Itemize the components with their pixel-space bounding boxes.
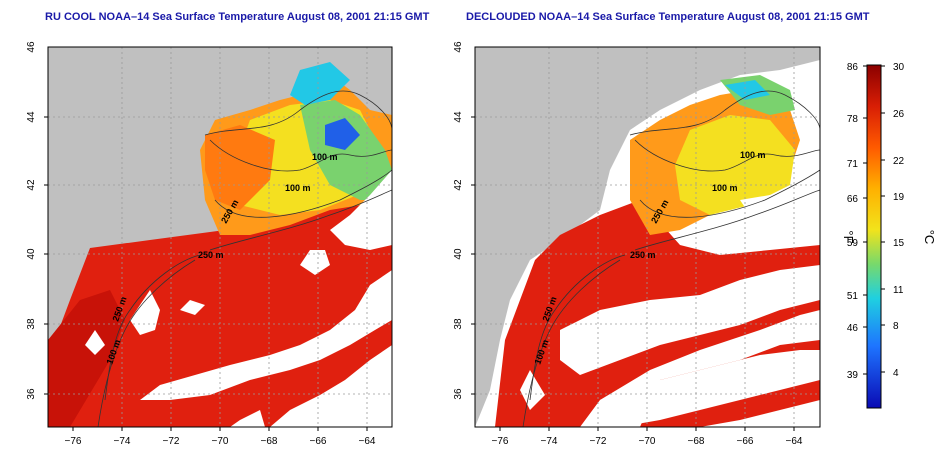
contour-label-100m-b: 100 m (712, 183, 738, 193)
f-tick: 71 (847, 159, 859, 170)
f-tick: 39 (847, 370, 859, 381)
c-tick: 4 (893, 368, 899, 379)
cloud-cover (520, 185, 820, 427)
f-tick: 78 (847, 114, 859, 125)
f-tick: 86 (847, 62, 859, 73)
orange-patch (205, 125, 275, 210)
colorbar-tick-marks (863, 65, 885, 375)
georges-bank-water (675, 115, 795, 215)
cool-water (300, 100, 392, 200)
f-tick: 51 (847, 291, 859, 302)
c-tick: 8 (893, 321, 899, 332)
cold-water (725, 80, 770, 100)
right-lon-axis: −76 −74 −72 −70 −68 −66 −64 (492, 436, 803, 447)
colorbar-celsius-ticks: 30 26 22 19 15 11 8 4 (893, 62, 905, 379)
lon-tick: −76 (492, 436, 509, 447)
right-map-title: DECLOUDED NOAA–14 Sea Surface Temperatur… (466, 11, 870, 23)
left-graticule (48, 47, 392, 427)
contour-label-100m-b: 100 m (285, 183, 311, 193)
temperature-colorbar: 86 78 71 66 59 51 46 39 30 26 22 19 15 1… (841, 62, 937, 409)
left-lon-axis: −76 −74 −72 −70 −68 −66 −64 (65, 436, 376, 447)
f-tick: 59 (847, 238, 859, 249)
contour-label-250m-b: 250 m (198, 250, 224, 260)
c-tick: 22 (893, 156, 905, 167)
lat-tick: 44 (26, 111, 37, 123)
contour-label-100m-a: 100 m (740, 150, 766, 160)
left-tick-marks (44, 116, 368, 431)
land-area (475, 47, 820, 427)
right-graticule (475, 47, 820, 427)
left-map-image (48, 47, 392, 427)
shelf-water (48, 290, 125, 427)
lon-tick: −68 (688, 436, 705, 447)
c-tick: 15 (893, 238, 905, 249)
fahrenheit-unit-label: °F (841, 230, 856, 243)
lat-tick: 36 (453, 388, 464, 400)
contour-label-250m-b: 250 m (630, 250, 656, 260)
lon-tick: −70 (212, 436, 229, 447)
lon-tick: −66 (310, 436, 327, 447)
lon-tick: −76 (65, 436, 82, 447)
c-tick: 11 (893, 285, 904, 296)
lon-tick: −66 (737, 436, 754, 447)
lon-tick: −74 (114, 436, 131, 447)
f-tick: 46 (847, 323, 859, 334)
cloud-cover (85, 170, 392, 427)
lat-tick: 42 (453, 179, 464, 191)
lat-tick: 36 (26, 388, 37, 400)
cold-water (290, 62, 350, 105)
lat-tick: 44 (453, 111, 464, 123)
coldest-water (325, 118, 360, 150)
lat-tick: 38 (26, 318, 37, 330)
right-map-image (475, 47, 820, 427)
f-tick: 66 (847, 194, 859, 205)
lat-tick: 40 (453, 248, 464, 260)
colorbar-gradient (866, 64, 882, 409)
lat-tick: 40 (26, 248, 37, 260)
lat-tick: 46 (453, 41, 464, 53)
lat-tick: 46 (26, 41, 37, 53)
lon-tick: −72 (163, 436, 180, 447)
right-tick-marks (471, 116, 795, 431)
left-lat-axis: 46 44 42 40 38 36 (26, 41, 37, 400)
left-bathymetry-contours (97, 90, 392, 427)
c-tick: 19 (893, 192, 905, 203)
lat-tick: 38 (453, 318, 464, 330)
contour-label-100m-a: 100 m (312, 152, 338, 162)
c-tick: 26 (893, 109, 905, 120)
left-map-panel: 100 m 100 m 250 m 250 m 250 m 100 m 46 4… (26, 41, 393, 447)
celsius-unit-label: °C (922, 230, 937, 245)
colorbar-fahrenheit-ticks: 86 78 71 66 59 51 46 39 (847, 62, 859, 381)
lon-tick: −70 (639, 436, 656, 447)
right-map-panel: 100 m 100 m 250 m 250 m 250 m 100 m 46 4… (453, 41, 821, 447)
lon-tick: −68 (261, 436, 278, 447)
right-bathymetry-contours (522, 90, 820, 427)
lon-tick: −64 (786, 436, 803, 447)
lon-tick: −72 (590, 436, 607, 447)
right-lat-axis: 46 44 42 40 38 36 (453, 41, 464, 400)
lat-tick: 42 (26, 179, 37, 191)
lon-tick: −74 (541, 436, 558, 447)
left-map-title: RU COOL NOAA–14 Sea Surface Temperature … (45, 11, 430, 23)
lon-tick: −64 (359, 436, 376, 447)
c-tick: 30 (893, 62, 905, 73)
